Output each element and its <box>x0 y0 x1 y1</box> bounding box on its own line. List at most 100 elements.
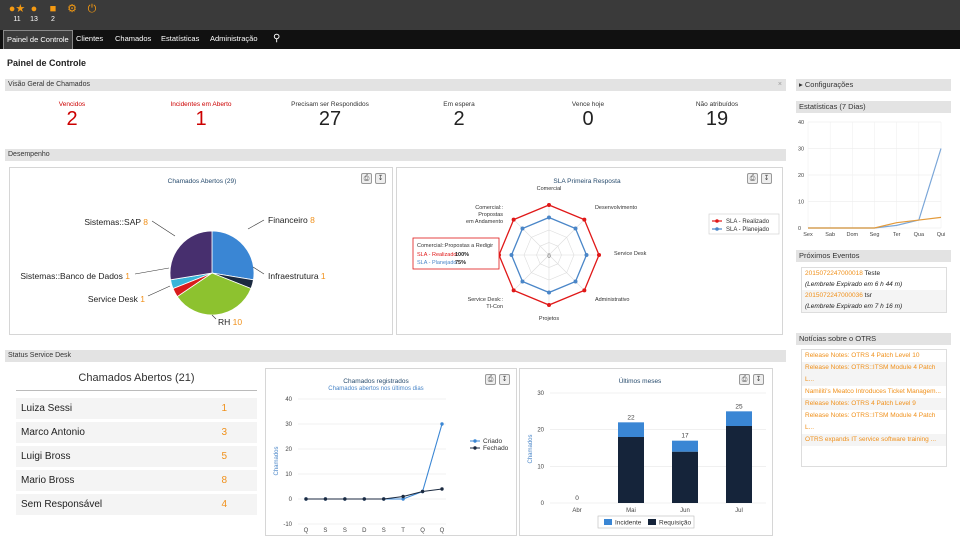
y-tick-label: 0 <box>289 497 293 503</box>
data-label: 25 <box>735 403 743 410</box>
pie-slice <box>211 230 255 281</box>
tooltip-planejado-value: 75% <box>455 260 466 266</box>
ticket-count: 1 <box>221 403 227 414</box>
data-point <box>440 422 444 426</box>
lock-icon[interactable]: ■ 2 <box>43 3 63 29</box>
data-label: 17 <box>681 433 689 440</box>
user-icon[interactable]: ● 13 <box>24 3 44 29</box>
bar <box>618 437 644 503</box>
news-item[interactable]: Release Notes: OTRS::ITSM Module 4 Patch… <box>802 362 946 386</box>
y-tick-label: -10 <box>283 522 292 528</box>
download-icon[interactable]: ↧ <box>761 173 772 184</box>
nav-statistics[interactable]: Estatísticas <box>161 34 200 43</box>
radar-axis-label: Projetos <box>539 316 559 322</box>
pie-label: Infraestrutura 1 <box>268 271 326 281</box>
legend-marker <box>473 439 477 443</box>
table-row[interactable]: Marco Antonio 3 <box>16 422 257 444</box>
news-list: Release Notes: OTRS 4 Patch Level 10 Rel… <box>801 349 947 467</box>
news-item[interactable]: Namiliti's Meatco Introduces Ticket Mana… <box>805 388 941 395</box>
pie-leader-line <box>211 314 217 320</box>
search-icon[interactable]: ⚲ <box>273 33 281 44</box>
agent-name: Mario Bross <box>21 475 75 486</box>
event-id[interactable]: 2015072247000036 <box>805 292 863 299</box>
table-row[interactable]: Sem Responsável 4 <box>16 494 257 516</box>
stat-label: Em espera <box>443 101 475 108</box>
data-label: 0 <box>575 495 579 502</box>
close-icon[interactable]: × <box>777 81 782 88</box>
data-point <box>440 487 444 491</box>
x-tick-label: Sex <box>803 232 813 238</box>
news-item[interactable]: OTRS expands IT service software trainin… <box>802 434 946 446</box>
stat-label: Incidentes em Aberto <box>170 101 232 108</box>
table-row[interactable]: Mario Bross 8 <box>16 470 257 492</box>
line-panel: ⎙ ↧ Chamados registrados Chamados abertos… <box>265 368 517 536</box>
event-title: Teste <box>864 270 881 277</box>
stat-overdue[interactable]: Vencidos 2 <box>7 100 137 129</box>
news-header: Notícias sobre o OTRS <box>796 333 951 345</box>
table-row[interactable]: Luiza Sessi 1 <box>16 398 257 420</box>
watched-tickets-count: 13 <box>30 16 38 23</box>
ticket-count: 5 <box>221 451 227 462</box>
stat-unassigned[interactable]: Não atribuídos 19 <box>652 100 782 129</box>
nav-customers[interactable]: Clientes <box>76 34 104 43</box>
download-icon[interactable]: ↧ <box>375 173 386 184</box>
radar-point <box>582 288 587 293</box>
news-item[interactable]: Release Notes: OTRS 4 Patch Level 10 <box>805 352 920 359</box>
legend-marker <box>715 219 719 223</box>
stat-pending[interactable]: Em espera 2 <box>394 100 524 129</box>
print-icon[interactable]: ⎙ <box>747 173 758 184</box>
stat-open-incidents[interactable]: Incidentes em Aberto 1 <box>136 100 266 129</box>
print-icon[interactable]: ⎙ <box>361 173 372 184</box>
download-icon[interactable]: ↧ <box>499 374 510 385</box>
event-id[interactable]: 2015072247000018 <box>805 270 863 277</box>
agent-name: Luigi Bross <box>21 451 71 462</box>
config-header[interactable]: ▸ Configurações <box>796 79 951 91</box>
x-tick-label: Ter <box>893 232 901 238</box>
power-icon[interactable]: ⏻ <box>87 3 97 15</box>
x-tick-label: S <box>382 528 386 534</box>
y-tick-label: 30 <box>537 391 544 397</box>
gear-icon[interactable]: ⚙ <box>67 3 77 15</box>
legend-marker <box>473 446 477 450</box>
stat-value: 1 <box>195 108 207 130</box>
agent-name: Sem Responsável <box>21 499 103 510</box>
nav-tickets[interactable]: Chamados <box>115 34 152 43</box>
chart-title: SLA Primeira Resposta <box>553 178 621 185</box>
events-list: 2015072247000018 Teste (Lembrete Expirad… <box>801 267 947 313</box>
tooltip-planejado: SLA - Planejado: <box>417 260 458 266</box>
download-icon[interactable]: ↧ <box>753 374 764 385</box>
list-item[interactable]: 2015072247000018 Teste <box>802 268 946 279</box>
radar-point <box>547 215 551 220</box>
y-tick-label: 40 <box>798 120 804 126</box>
y-tick-label: 30 <box>798 147 804 153</box>
list-item[interactable]: 2015072247000036 tsr <box>802 290 946 301</box>
stat-need-reply[interactable]: Precisam ser Respondidos 27 <box>265 100 395 129</box>
legend-label: Criado <box>483 438 503 445</box>
print-icon[interactable]: ⎙ <box>739 374 750 385</box>
chart-subtitle: Chamados abertos nos últimos dias <box>328 386 423 392</box>
nav-dashboard[interactable]: Painel de Controle <box>3 30 73 49</box>
data-label: 22 <box>627 414 635 421</box>
x-tick-label: Seg <box>870 232 880 238</box>
stat-due-today[interactable]: Vence hoje 0 <box>523 100 653 129</box>
y-tick-label: 20 <box>537 428 544 434</box>
print-icon[interactable]: ⎙ <box>485 374 496 385</box>
nav-admin[interactable]: Administração <box>210 34 258 43</box>
news-item[interactable]: Release Notes: OTRS::ITSM Module 4 Patch… <box>805 412 936 431</box>
x-tick-label: Qua <box>914 232 925 238</box>
bar <box>672 451 698 503</box>
main-nav: Painel de Controle Clientes Chamados Est… <box>0 30 960 49</box>
list-title: Chamados Abertos (21) <box>78 372 195 384</box>
x-tick-label: D <box>362 528 367 534</box>
data-point <box>401 494 405 499</box>
table-row[interactable]: Luigi Bross 5 <box>16 446 257 468</box>
news-item[interactable]: Release Notes: OTRS 4 Patch Level 9 <box>802 398 946 410</box>
stat-label: Vencidos <box>58 101 86 108</box>
x-tick-label: Jun <box>680 508 690 514</box>
user-star-icon[interactable]: ●★ 11 <box>8 3 26 23</box>
radar-point <box>547 290 551 295</box>
radar-axis <box>513 254 550 291</box>
y-tick-label: 0 <box>798 226 801 232</box>
status-header: Status Service Desk <box>5 350 786 362</box>
